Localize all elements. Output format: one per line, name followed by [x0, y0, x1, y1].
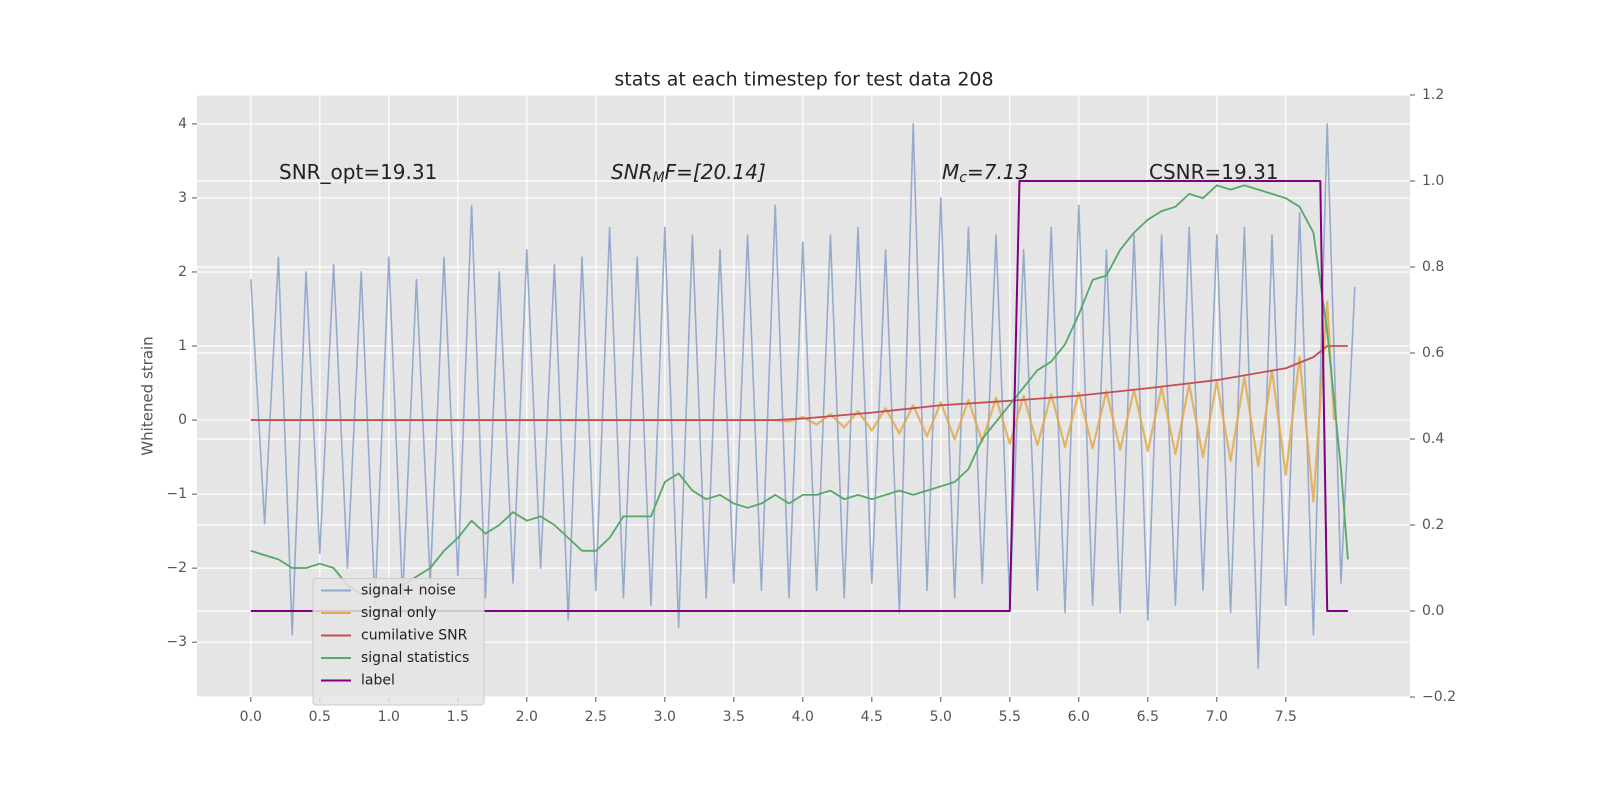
series-line — [250, 123, 1356, 669]
y-tick-label: 4 — [178, 116, 187, 132]
x-tick-label: 1.5 — [447, 709, 469, 725]
y-tick-label: 2 — [178, 264, 187, 280]
legend-label: signal only — [361, 605, 436, 621]
x-tick-label: 1.0 — [378, 709, 400, 725]
annotation-text: =7.13 — [967, 160, 1028, 184]
annotation: SNRMF=[20.14] — [611, 160, 766, 187]
legend-label: signal+ noise — [361, 583, 456, 599]
x-tick-label: 5.5 — [999, 709, 1021, 725]
y2-tick-label: 1.2 — [1422, 87, 1444, 103]
legend-label: label — [361, 673, 395, 689]
x-tick-label: 4.5 — [861, 709, 883, 725]
y-tick-label: −1 — [166, 486, 187, 502]
x-tick-label: 3.0 — [654, 709, 676, 725]
y-tick-label: 0 — [178, 412, 187, 428]
x-tick-label: 2.5 — [585, 709, 607, 725]
annotation-text: F=[20.14] — [665, 160, 766, 184]
annotation: CSNR=19.31 — [1149, 160, 1279, 184]
series-line — [775, 300, 1336, 503]
series-group — [250, 123, 1356, 669]
y2-tick-label: 0.8 — [1422, 259, 1444, 275]
y-tick-label: 3 — [178, 190, 187, 206]
series-line — [250, 180, 1348, 612]
x-tick-label: 7.0 — [1206, 709, 1228, 725]
legend: signal+ noise signal only cumilative SNR si… — [312, 578, 485, 706]
annotation: SNR_opt=19.31 — [279, 160, 437, 184]
annotation-text: SNR_opt=19.31 — [279, 160, 437, 184]
chart-title: stats at each timestep for test data 208 — [614, 69, 993, 91]
x-tick-label: 6.5 — [1137, 709, 1159, 725]
y-tick-label: −3 — [166, 634, 187, 650]
x-tick-label: 3.5 — [723, 709, 745, 725]
annotation-subscript: c — [959, 170, 967, 186]
annotation: Mc=7.13 — [942, 160, 1028, 187]
x-tick-label: 0.5 — [309, 709, 331, 725]
y2-tick-label: 0.6 — [1422, 345, 1444, 361]
y2-tick-label: 1.0 — [1422, 173, 1444, 189]
x-tick-label: 7.5 — [1275, 709, 1297, 725]
y-tick-label: −2 — [166, 560, 187, 576]
annotation-text: SNR — [611, 160, 653, 184]
y2-tick-label: 0.2 — [1422, 517, 1444, 533]
legend-box — [312, 578, 485, 706]
y-tick-label: 1 — [178, 338, 187, 354]
legend-label: cumilative SNR — [361, 628, 468, 644]
legend-label: signal statistics — [361, 650, 469, 666]
x-tick-label: 2.0 — [516, 709, 538, 725]
y-axis-label: Whitened strain — [139, 336, 157, 455]
series-line — [250, 184, 1349, 595]
x-tick-label: 0.0 — [240, 709, 262, 725]
y2-tick-label: 0.0 — [1422, 603, 1444, 619]
annotation-subscript: M — [653, 170, 665, 186]
annotation-text: M — [942, 160, 959, 184]
y2-tick-label: 0.4 — [1422, 431, 1444, 447]
x-tick-label: 5.0 — [930, 709, 952, 725]
x-tick-label: 6.0 — [1068, 709, 1090, 725]
annotation-text: CSNR=19.31 — [1149, 160, 1279, 184]
y2-tick-label: −0.2 — [1422, 689, 1456, 705]
series-line — [250, 345, 1348, 421]
x-tick-label: 4.0 — [792, 709, 814, 725]
